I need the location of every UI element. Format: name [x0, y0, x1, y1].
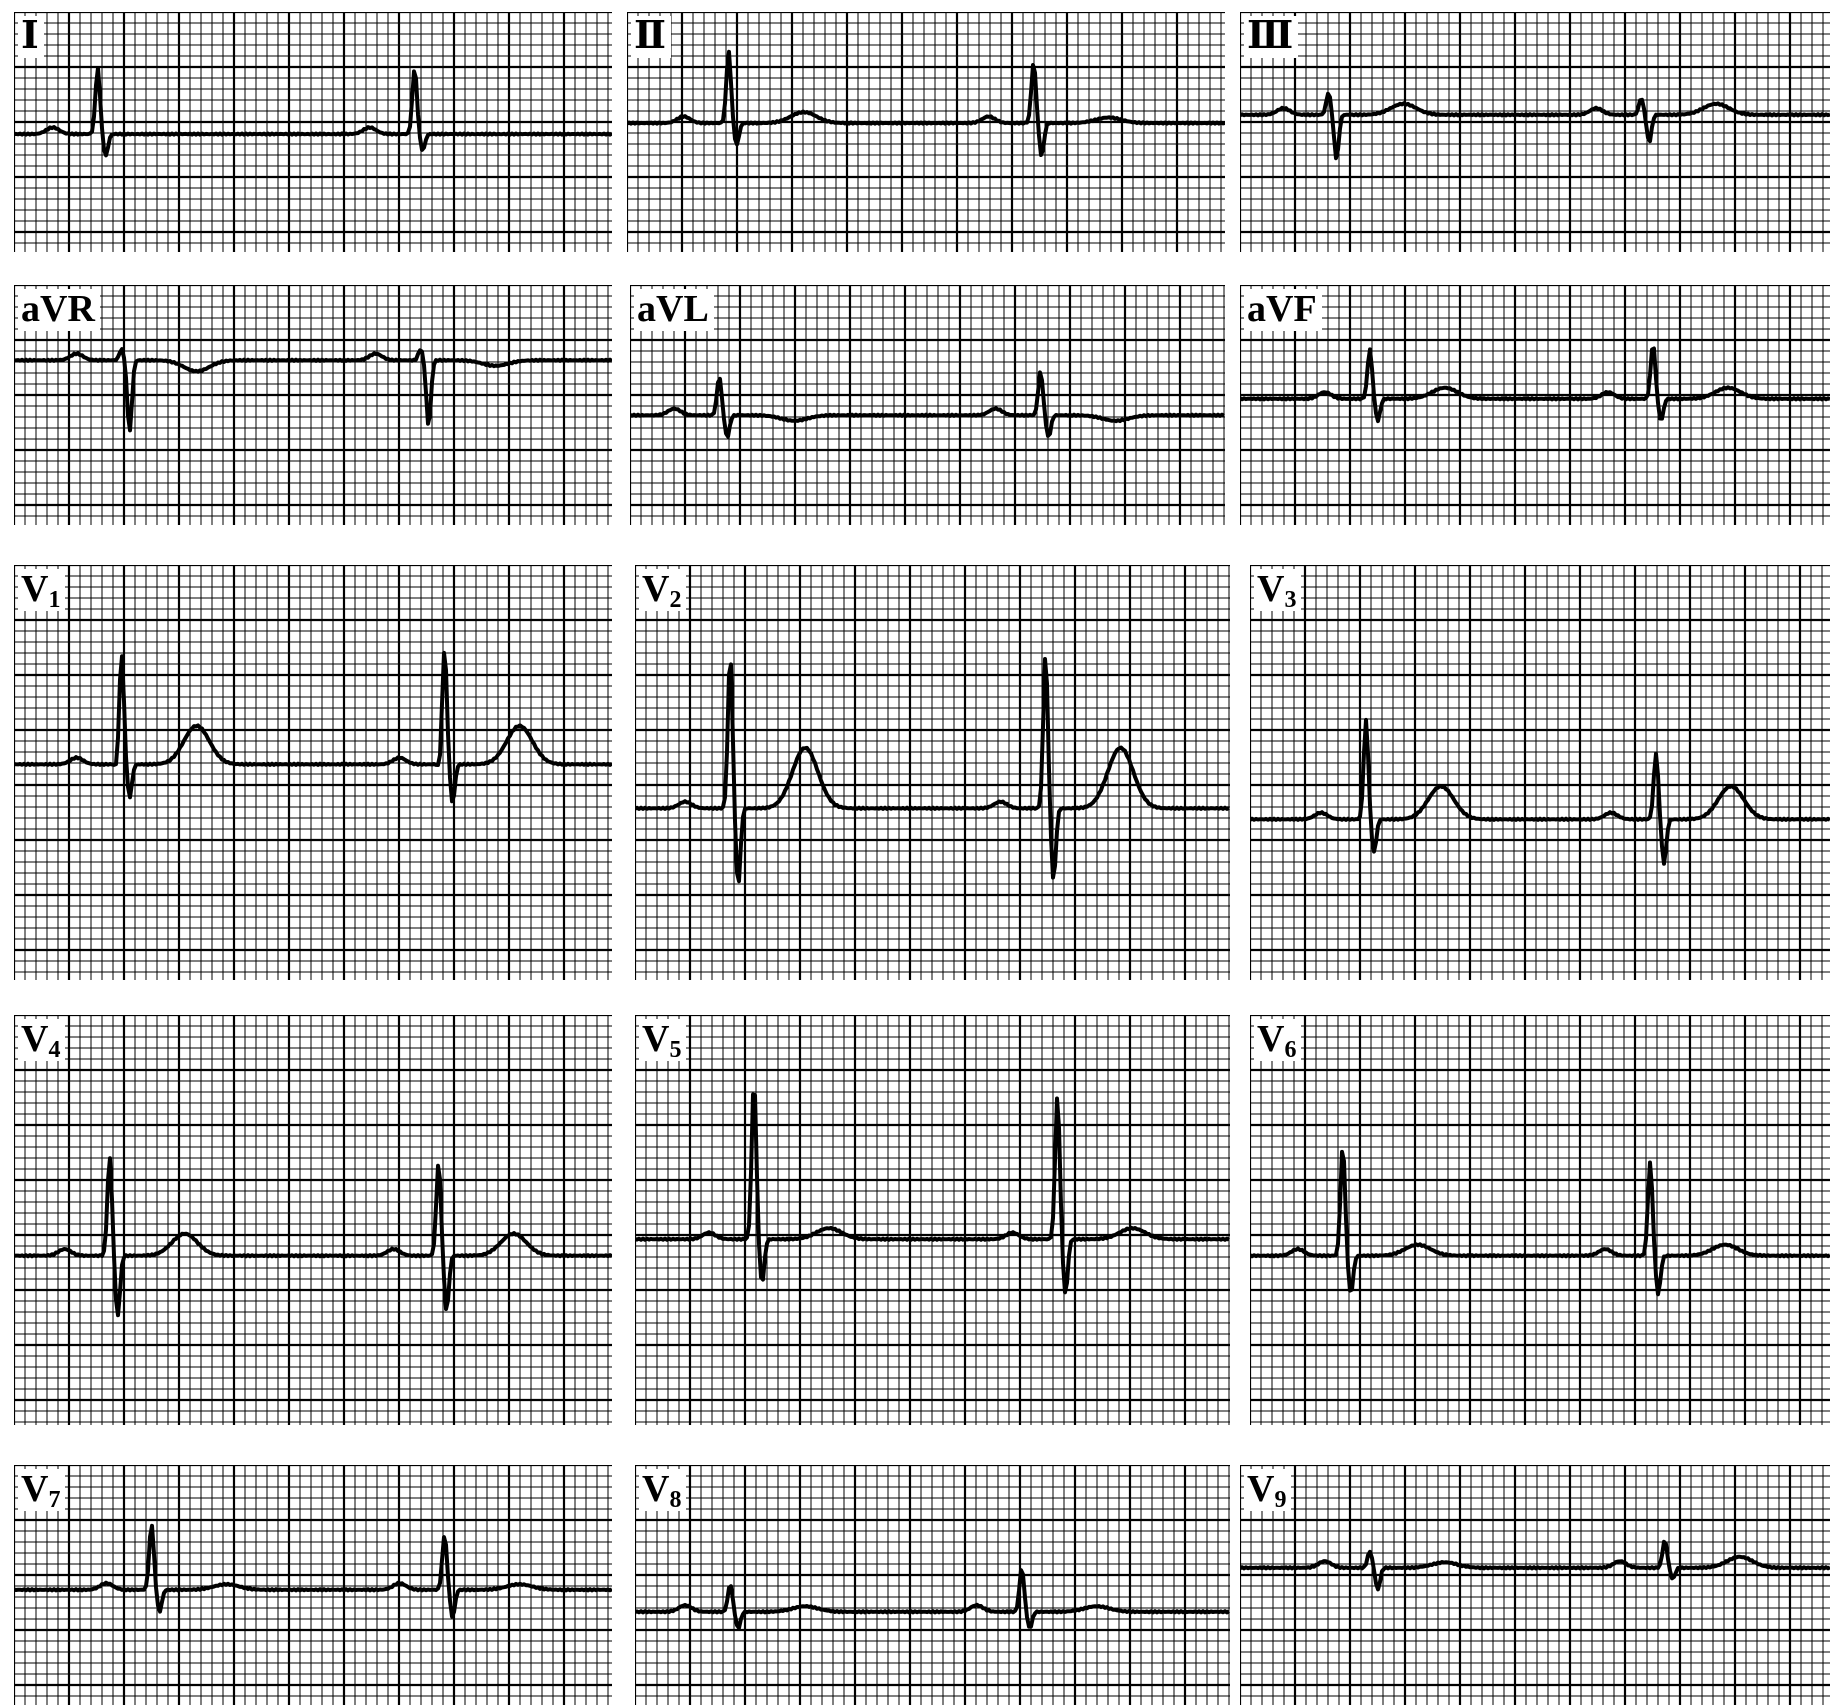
- grid-lines: [635, 1465, 1230, 1705]
- lead-label-V3: V3: [1254, 569, 1302, 612]
- lead-label-V2: V2: [639, 569, 687, 612]
- grid-lines: [14, 565, 612, 980]
- grid-lines: [1240, 12, 1830, 252]
- ecg-trace-V8: [635, 1568, 1230, 1630]
- lead-label-V9: V9: [1244, 1469, 1292, 1512]
- ecg-panel-aVR: aVR: [14, 285, 612, 525]
- ecg-grid-V2: [635, 565, 1230, 980]
- ecg-trace-V4: [14, 1156, 612, 1318]
- ecg-grid-aVF: [1240, 285, 1830, 525]
- ecg-grid-V1: [14, 565, 612, 980]
- ecg-grid-III: [1240, 12, 1830, 252]
- ecg-panel-V8: V8: [635, 1465, 1230, 1705]
- ecg-panel-V7: V7: [14, 1465, 612, 1705]
- ecg-grid-V7: [14, 1465, 612, 1705]
- ecg-panel-aVF: aVF: [1240, 285, 1830, 525]
- grid-lines: [627, 12, 1225, 252]
- grid-lines: [1250, 1015, 1830, 1425]
- ecg-panel-I: Ⅰ: [14, 12, 612, 252]
- lead-label-V8: V8: [639, 1469, 687, 1512]
- ecg-panel-aVL: aVL: [630, 285, 1225, 525]
- ecg-grid-V8: [635, 1465, 1230, 1705]
- ecg-trace-I: [14, 66, 612, 158]
- ecg-grid-V9: [1240, 1465, 1830, 1705]
- ecg-trace-V3: [1250, 717, 1830, 866]
- ecg-grid-V6: [1250, 1015, 1830, 1425]
- ecg-panel-V9: V9: [1240, 1465, 1830, 1705]
- ecg-trace-III: [1240, 91, 1830, 161]
- lead-label-I: Ⅰ: [18, 16, 44, 58]
- ecg-panel-V5: V5: [635, 1015, 1230, 1425]
- lead-label-V7: V7: [18, 1469, 66, 1512]
- lead-label-II: Ⅱ: [631, 16, 672, 58]
- ecg-panel-III: Ⅲ: [1240, 12, 1830, 252]
- ecg-panel-V4: V4: [14, 1015, 612, 1425]
- ecg-panel-V1: V1: [14, 565, 612, 980]
- ecg-panel-V3: V3: [1250, 565, 1830, 980]
- ecg-grid-V3: [1250, 565, 1830, 980]
- ecg-grid-I: [14, 12, 612, 252]
- ecg-panel-II: Ⅱ: [627, 12, 1225, 252]
- lead-label-V6: V6: [1254, 1019, 1302, 1062]
- ecg-trace-V5: [635, 1092, 1230, 1295]
- ecg-trace-V7: [14, 1523, 612, 1619]
- ecg-trace-aVR: [14, 347, 612, 433]
- grid-lines: [635, 1015, 1230, 1425]
- grid-lines: [630, 285, 1225, 525]
- lead-label-V4: V4: [18, 1019, 66, 1062]
- ecg-panel-V2: V2: [635, 565, 1230, 980]
- lead-label-V1: V1: [18, 569, 66, 612]
- ecg-grid-V4: [14, 1015, 612, 1425]
- grid-lines: [1250, 565, 1830, 980]
- ecg-trace-V1: [14, 650, 612, 804]
- grid-lines: [1240, 285, 1830, 525]
- ecg-grid-aVL: [630, 285, 1225, 525]
- ecg-grid-aVR: [14, 285, 612, 525]
- lead-label-aVF: aVF: [1244, 289, 1322, 331]
- lead-label-aVL: aVL: [634, 289, 714, 331]
- grid-lines: [14, 1015, 612, 1425]
- lead-label-aVR: aVR: [18, 289, 100, 331]
- lead-label-V5: V5: [639, 1019, 687, 1062]
- ecg-trace-V9: [1240, 1539, 1830, 1592]
- ecg-trace-aVF: [1240, 346, 1830, 424]
- ecg-trace-aVL: [630, 370, 1225, 439]
- ecg-trace-V6: [1250, 1149, 1830, 1297]
- ecg-trace-II: [627, 49, 1225, 157]
- ecg-panel-V6: V6: [1250, 1015, 1830, 1425]
- lead-label-III: Ⅲ: [1244, 16, 1299, 58]
- grid-lines: [14, 285, 612, 525]
- ecg-grid-V5: [635, 1015, 1230, 1425]
- grid-lines: [1240, 1465, 1830, 1705]
- ecg-grid-II: [627, 12, 1225, 252]
- ecg-trace-V2: [635, 657, 1230, 884]
